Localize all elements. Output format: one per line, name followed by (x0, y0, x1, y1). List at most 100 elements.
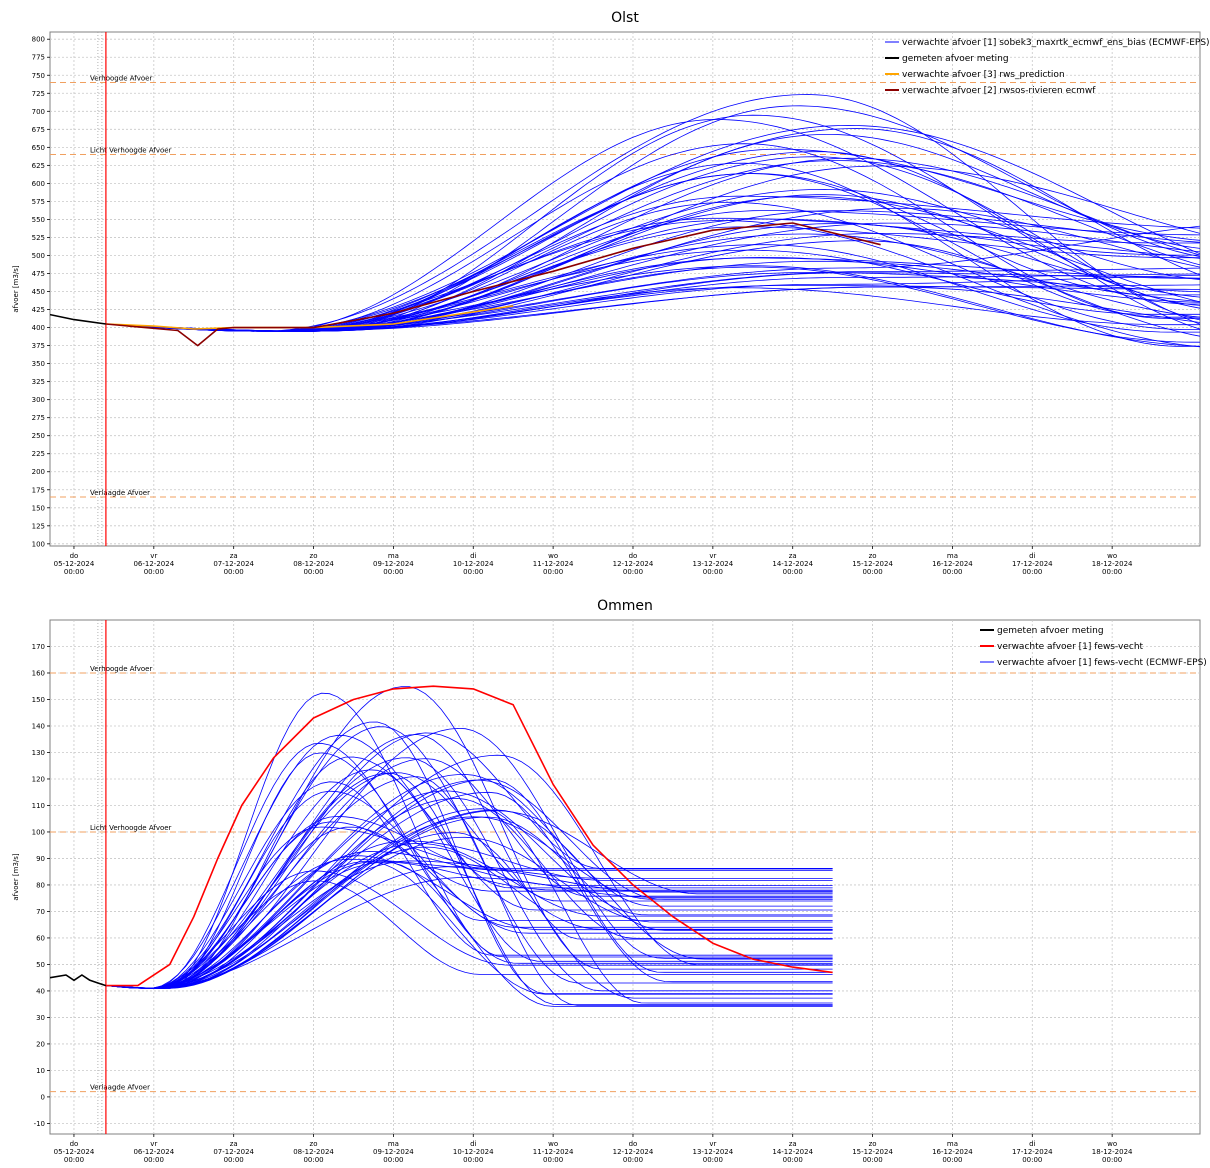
x-tick-time: 00:00 (463, 1156, 483, 1164)
x-tick-time: 00:00 (463, 568, 483, 576)
x-tick-day: wo (548, 552, 558, 560)
y-tick-label: 150 (32, 504, 45, 512)
y-tick-label: 50 (36, 961, 45, 969)
x-tick-time: 00:00 (1102, 1156, 1122, 1164)
y-tick-label: 450 (32, 288, 45, 296)
ensemble-line (105, 859, 833, 989)
x-tick-date: 08-12-2024 (293, 1148, 334, 1156)
ensemble-line (105, 758, 833, 989)
y-tick-label: 675 (32, 126, 45, 134)
y-tick-label: -10 (34, 1120, 45, 1128)
x-tick-day: ma (947, 552, 958, 560)
ensemble-line (105, 876, 833, 989)
threshold-label: Licht Verhoogde Afvoer (90, 147, 172, 155)
ensemble-line (105, 742, 833, 989)
threshold-label: Licht Verhoogde Afvoer (90, 824, 172, 832)
x-tick-date: 11-12-2024 (533, 560, 574, 568)
ensemble-line (105, 223, 1200, 332)
y-tick-label: 325 (32, 378, 45, 386)
x-tick-day: do (629, 552, 638, 560)
x-tick-time: 00:00 (703, 568, 723, 576)
y-tick-label: 525 (32, 234, 45, 242)
plot-series (50, 685, 833, 1007)
y-tick-label: 140 (32, 722, 45, 730)
ensemble-line (105, 842, 833, 989)
x-tick-day: zo (310, 1140, 318, 1148)
ensemble-line (105, 781, 833, 989)
legend-label: verwachte afvoer [2] rwsos-rivieren ecmw… (902, 86, 1096, 96)
chart-title: Ommen (597, 598, 653, 614)
x-tick-time: 00:00 (862, 568, 882, 576)
x-tick-date: 07-12-2024 (213, 560, 254, 568)
x-tick-date: 11-12-2024 (533, 1148, 574, 1156)
x-tick-date: 16-12-2024 (932, 560, 973, 568)
x-tick-time: 00:00 (303, 1156, 323, 1164)
series-measured (50, 974, 107, 987)
y-tick-label: 120 (32, 775, 45, 783)
y-tick-label: 475 (32, 270, 45, 278)
x-tick-day: di (470, 552, 476, 560)
legend-label: gemeten afvoer meting (902, 54, 1009, 64)
ensemble-line (105, 791, 833, 989)
y-tick-label: 775 (32, 54, 45, 62)
x-tick-time: 00:00 (623, 1156, 643, 1164)
y-tick-label: 40 (36, 987, 45, 995)
ensemble-line (105, 836, 833, 989)
y-tick-label: 400 (32, 324, 45, 332)
threshold-label: Verlaagde Afvoer (90, 489, 150, 497)
x-tick-day: di (470, 1140, 476, 1148)
y-tick-label: 650 (32, 144, 45, 152)
y-tick-label: 100 (32, 828, 45, 836)
y-tick-label: 90 (36, 855, 45, 863)
x-tick-day: vr (150, 552, 157, 560)
x-tick-day: di (1029, 1140, 1035, 1148)
y-tick-label: 80 (36, 881, 45, 889)
series-rwsos (105, 222, 881, 347)
legend-label: verwachte afvoer [1] fews-vecht (997, 642, 1144, 652)
x-tick-day: do (70, 1140, 79, 1148)
y-tick-label: 700 (32, 108, 45, 116)
x-tick-day: do (629, 1140, 638, 1148)
x-tick-day: vr (709, 1140, 716, 1148)
x-tick-day: za (230, 1140, 238, 1148)
y-tick-label: 375 (32, 342, 45, 350)
chart-ommen: Ommen -10 0 10 20 30 40 50 60 70 80 90 100 110 120 130 1… (12, 598, 1207, 1164)
x-tick-time: 00:00 (383, 568, 403, 576)
x-tick-date: 10-12-2024 (453, 1148, 494, 1156)
ensemble-line (105, 790, 833, 989)
y-tick-label: 550 (32, 216, 45, 224)
x-tick-date: 17-12-2024 (1012, 1148, 1053, 1156)
x-tick-time: 00:00 (64, 568, 84, 576)
y-tick-label: 500 (32, 252, 45, 260)
x-tick-day: zo (869, 552, 877, 560)
y-tick-label: 175 (32, 486, 45, 494)
x-tick-date: 08-12-2024 (293, 560, 334, 568)
y-tick-label: 20 (36, 1040, 45, 1048)
y-tick-label: 575 (32, 198, 45, 206)
legend-label: verwachte afvoer [1] sobek3_maxrtk_ecmwf… (902, 38, 1210, 48)
y-tick-label: 200 (32, 468, 45, 476)
plot-series (50, 94, 1200, 348)
x-tick-time: 00:00 (942, 568, 962, 576)
x-tick-time: 00:00 (623, 568, 643, 576)
x-tick-date: 05-12-2024 (54, 1148, 95, 1156)
chart-olst: Olst 100 125 150 175 200 225 250 275 300 325 350 375… (12, 10, 1210, 576)
y-tick-label: 60 (36, 934, 45, 942)
ensemble-line (105, 861, 833, 989)
ensemble-line (105, 870, 833, 989)
x-tick-date: 06-12-2024 (133, 560, 174, 568)
x-tick-time: 00:00 (64, 1156, 84, 1164)
x-tick-day: zo (310, 552, 318, 560)
y-tick-label: 30 (36, 1014, 45, 1022)
x-tick-day: ma (388, 552, 399, 560)
legend-label: verwachte afvoer [1] fews-vecht (ECMWF-E… (997, 658, 1207, 668)
x-tick-time: 00:00 (303, 568, 323, 576)
series-measured (50, 313, 107, 325)
y-tick-label: 350 (32, 360, 45, 368)
x-tick-time: 00:00 (862, 1156, 882, 1164)
ensemble-line (105, 769, 833, 989)
y-tick-label: 110 (32, 802, 45, 810)
x-tick-date: 09-12-2024 (373, 1148, 414, 1156)
ensemble-line (105, 772, 833, 1006)
